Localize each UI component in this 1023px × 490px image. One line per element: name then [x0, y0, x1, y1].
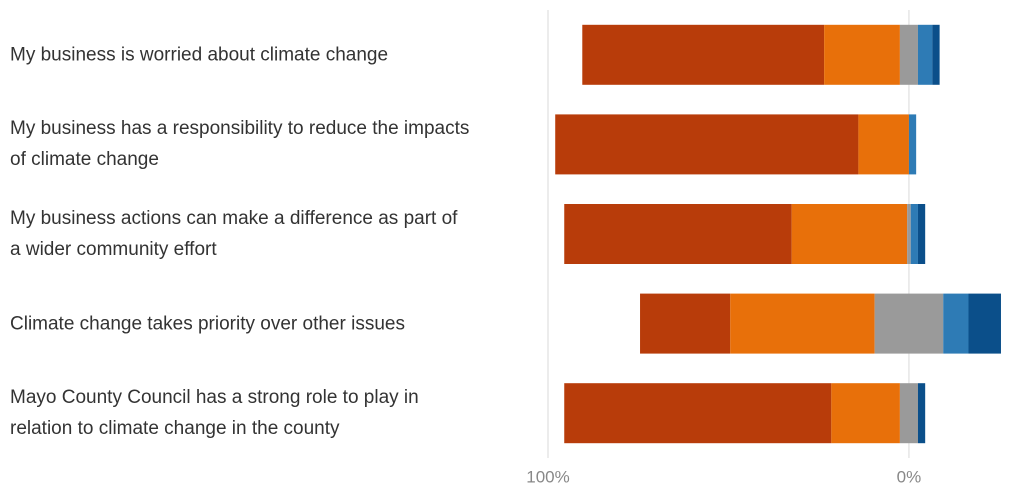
bar-segment — [908, 114, 917, 175]
bar-segment — [917, 204, 926, 264]
bar-segment — [968, 293, 1001, 354]
bar-segment — [899, 383, 918, 444]
bar-segment — [555, 114, 859, 175]
category-label: My business actions can make a differenc… — [10, 208, 458, 260]
bar-segment — [564, 383, 832, 444]
bar-segment — [943, 293, 969, 354]
bar-segment — [640, 293, 731, 354]
bar-segment — [932, 24, 940, 85]
category-label: Climate change takes priority over other… — [10, 313, 405, 335]
bar-segment — [831, 383, 900, 444]
bar-segment — [874, 293, 944, 354]
bar-segment — [730, 293, 875, 354]
category-label: Mayo County Council has a strong role to… — [10, 387, 419, 440]
bar-segment — [907, 204, 911, 264]
x-tick-label: 0% — [897, 467, 922, 486]
bar-segment — [824, 24, 900, 85]
category-label: My business is worried about climate cha… — [10, 44, 389, 66]
bar-segment — [564, 204, 792, 264]
bar-segment — [917, 383, 926, 444]
bar-segment — [899, 24, 918, 85]
bar-segment — [791, 204, 908, 264]
bar-segment — [858, 114, 909, 175]
category-label: My business has a responsibility to redu… — [10, 118, 470, 171]
bar-segment — [582, 24, 825, 85]
bar-segment — [917, 24, 933, 85]
x-tick-label: 100% — [526, 467, 569, 486]
bar-segment — [910, 204, 918, 264]
